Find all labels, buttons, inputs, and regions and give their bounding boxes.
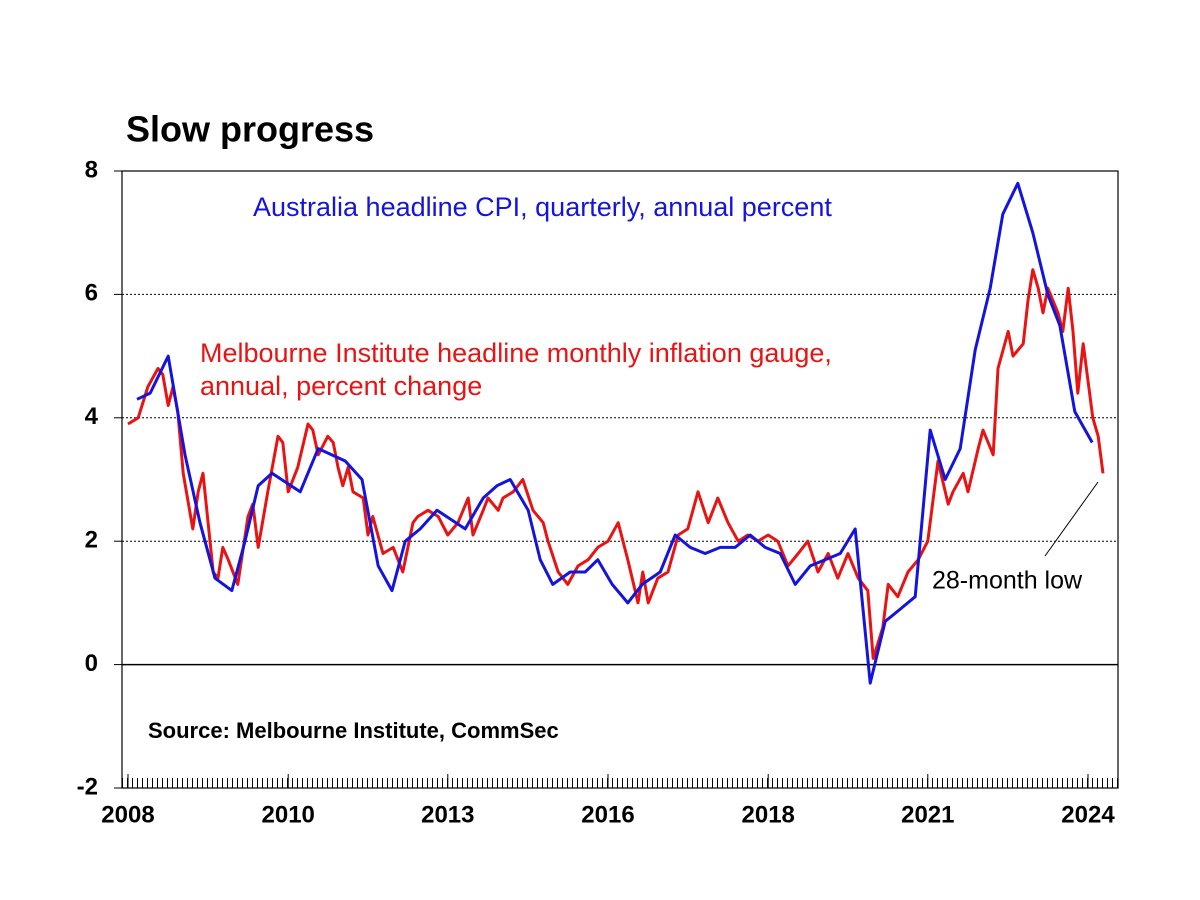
y-tick-label: 8 [85, 156, 98, 183]
x-tick-label: 2024 [1061, 801, 1115, 828]
y-tick-label: 4 [85, 403, 99, 430]
y-tick-label: -2 [77, 773, 98, 800]
x-tick-label: 2008 [101, 801, 154, 828]
y-tick-label: 0 [85, 650, 98, 677]
x-tick-label: 2021 [901, 801, 954, 828]
series-label: Melbourne Institute headline monthly inf… [200, 338, 832, 401]
series-line [136, 181, 1094, 685]
series-label: Australia headline CPI, quarterly, annua… [253, 192, 832, 222]
annotation-leader [1044, 481, 1099, 557]
y-tick-label: 6 [85, 280, 98, 307]
chart-title: Slow progress [126, 109, 374, 150]
series-line [127, 268, 1105, 660]
y-tick-label: 2 [85, 527, 98, 554]
source-note: Source: Melbourne Institute, CommSec [148, 718, 559, 743]
x-tick-label: 2013 [421, 801, 474, 828]
x-tick-label: 2016 [581, 801, 634, 828]
annotation: 28-month low [932, 567, 1083, 595]
x-tick-label: 2018 [742, 801, 795, 828]
x-tick-label: 2010 [262, 801, 315, 828]
minor-ticks [122, 778, 1118, 788]
